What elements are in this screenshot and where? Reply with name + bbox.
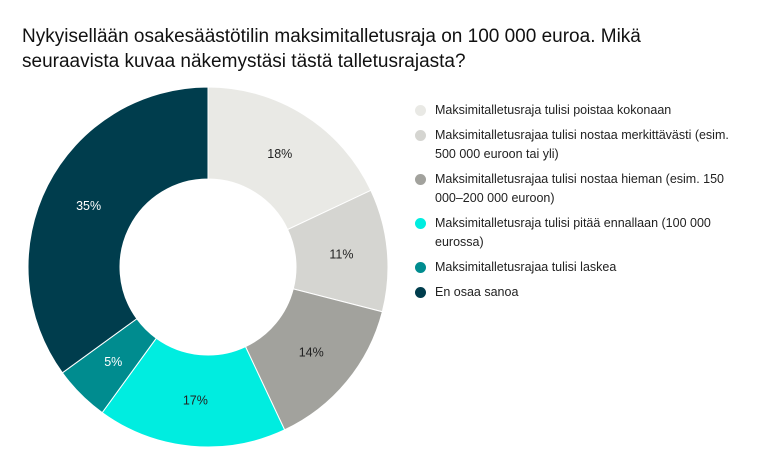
chart-title: Nykyisellään osakesäästötilin maksimital… — [22, 26, 641, 72]
legend-swatch — [415, 287, 426, 298]
slice-value-label-4: 17% — [183, 393, 208, 407]
pie-slice-3[interactable] — [244, 288, 383, 431]
pie-slice-6[interactable] — [27, 86, 209, 374]
legend-label: Maksimitalletusrajaa tulisi laskea — [435, 260, 617, 274]
legend-label: Maksimitalletusraja tulisi poistaa kokon… — [435, 103, 672, 117]
legend-swatch — [415, 130, 426, 141]
legend-swatch — [415, 218, 426, 229]
legend-item-5[interactable]: Maksimitalletusrajaa tulisi laskea — [415, 258, 745, 277]
pie-slice-1[interactable] — [207, 86, 372, 231]
legend-swatch — [415, 105, 426, 116]
legend-label: Maksimitalletusrajaa tulisi nostaa hiema… — [435, 172, 725, 205]
legend-swatch — [415, 174, 426, 185]
slices-group — [27, 86, 389, 448]
legend: Maksimitalletusraja tulisi poistaa kokon… — [415, 101, 745, 308]
legend-item-3[interactable]: Maksimitalletusrajaa tulisi nostaa hiema… — [415, 170, 745, 208]
legend-item-1[interactable]: Maksimitalletusraja tulisi poistaa kokon… — [415, 101, 745, 120]
slice-value-label-5: 5% — [104, 355, 122, 369]
legend-item-4[interactable]: Maksimitalletusraja tulisi pitää ennalla… — [415, 214, 745, 252]
slice-labels-group: 18% 11% 14% 17% 5% 35% — [76, 147, 353, 408]
legend-label: En osaa sanoa — [435, 285, 519, 299]
slice-value-label-2: 11% — [329, 247, 353, 261]
pie-slice-4[interactable] — [101, 337, 286, 448]
slice-value-label-1: 18% — [267, 147, 292, 161]
slice-value-label-3: 14% — [299, 345, 324, 359]
legend-swatch — [415, 262, 426, 273]
slice-value-label-6: 35% — [76, 199, 101, 213]
legend-item-2[interactable]: Maksimitalletusrajaa tulisi nostaa merki… — [415, 126, 745, 164]
legend-label: Maksimitalletusrajaa tulisi nostaa merki… — [435, 128, 729, 161]
legend-label: Maksimitalletusraja tulisi pitää ennalla… — [435, 216, 711, 249]
legend-item-6[interactable]: En osaa sanoa — [415, 283, 745, 302]
